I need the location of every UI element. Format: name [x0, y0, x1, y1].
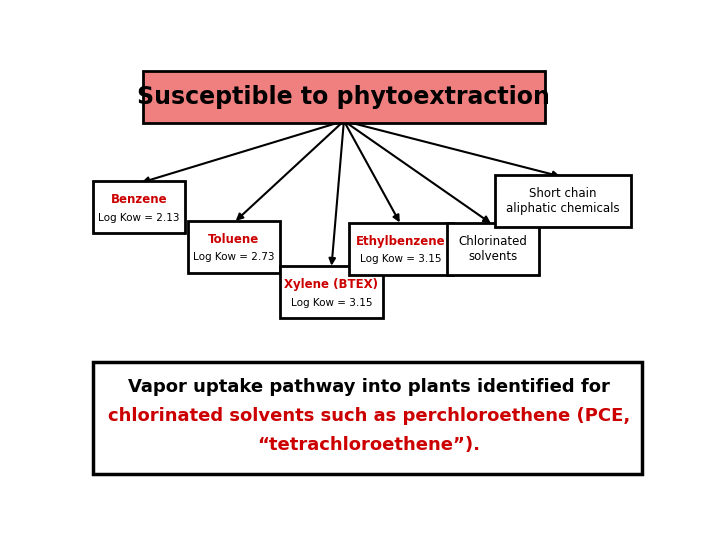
FancyBboxPatch shape [93, 181, 185, 233]
Text: Log Kow = 3.15: Log Kow = 3.15 [360, 254, 442, 264]
Text: Benzene: Benzene [110, 193, 167, 206]
Text: Xylene (BTEX): Xylene (BTEX) [284, 278, 378, 291]
Text: Short chain
aliphatic chemicals: Short chain aliphatic chemicals [506, 187, 620, 215]
FancyBboxPatch shape [447, 223, 539, 275]
FancyBboxPatch shape [188, 221, 279, 273]
Text: chlorinated solvents such as perchloroethene (PCE,: chlorinated solvents such as perchloroet… [108, 407, 630, 425]
FancyBboxPatch shape [349, 223, 453, 275]
FancyBboxPatch shape [279, 266, 383, 319]
FancyBboxPatch shape [143, 71, 545, 123]
Text: Log Kow = 2.13: Log Kow = 2.13 [98, 213, 179, 222]
Text: Vapor uptake pathway into plants identified for: Vapor uptake pathway into plants identif… [128, 378, 610, 396]
Text: Ethylbenzene: Ethylbenzene [356, 235, 446, 248]
FancyBboxPatch shape [93, 362, 642, 474]
Text: Susceptible to phytoextraction: Susceptible to phytoextraction [138, 85, 550, 109]
Text: Toluene: Toluene [208, 233, 259, 246]
Text: “tetrachloroethene”).: “tetrachloroethene”). [258, 436, 480, 454]
Text: Log Kow = 3.15: Log Kow = 3.15 [291, 298, 372, 308]
Text: Chlorinated
solvents: Chlorinated solvents [459, 235, 528, 263]
Text: Log Kow = 2.73: Log Kow = 2.73 [193, 252, 274, 262]
FancyBboxPatch shape [495, 175, 631, 227]
